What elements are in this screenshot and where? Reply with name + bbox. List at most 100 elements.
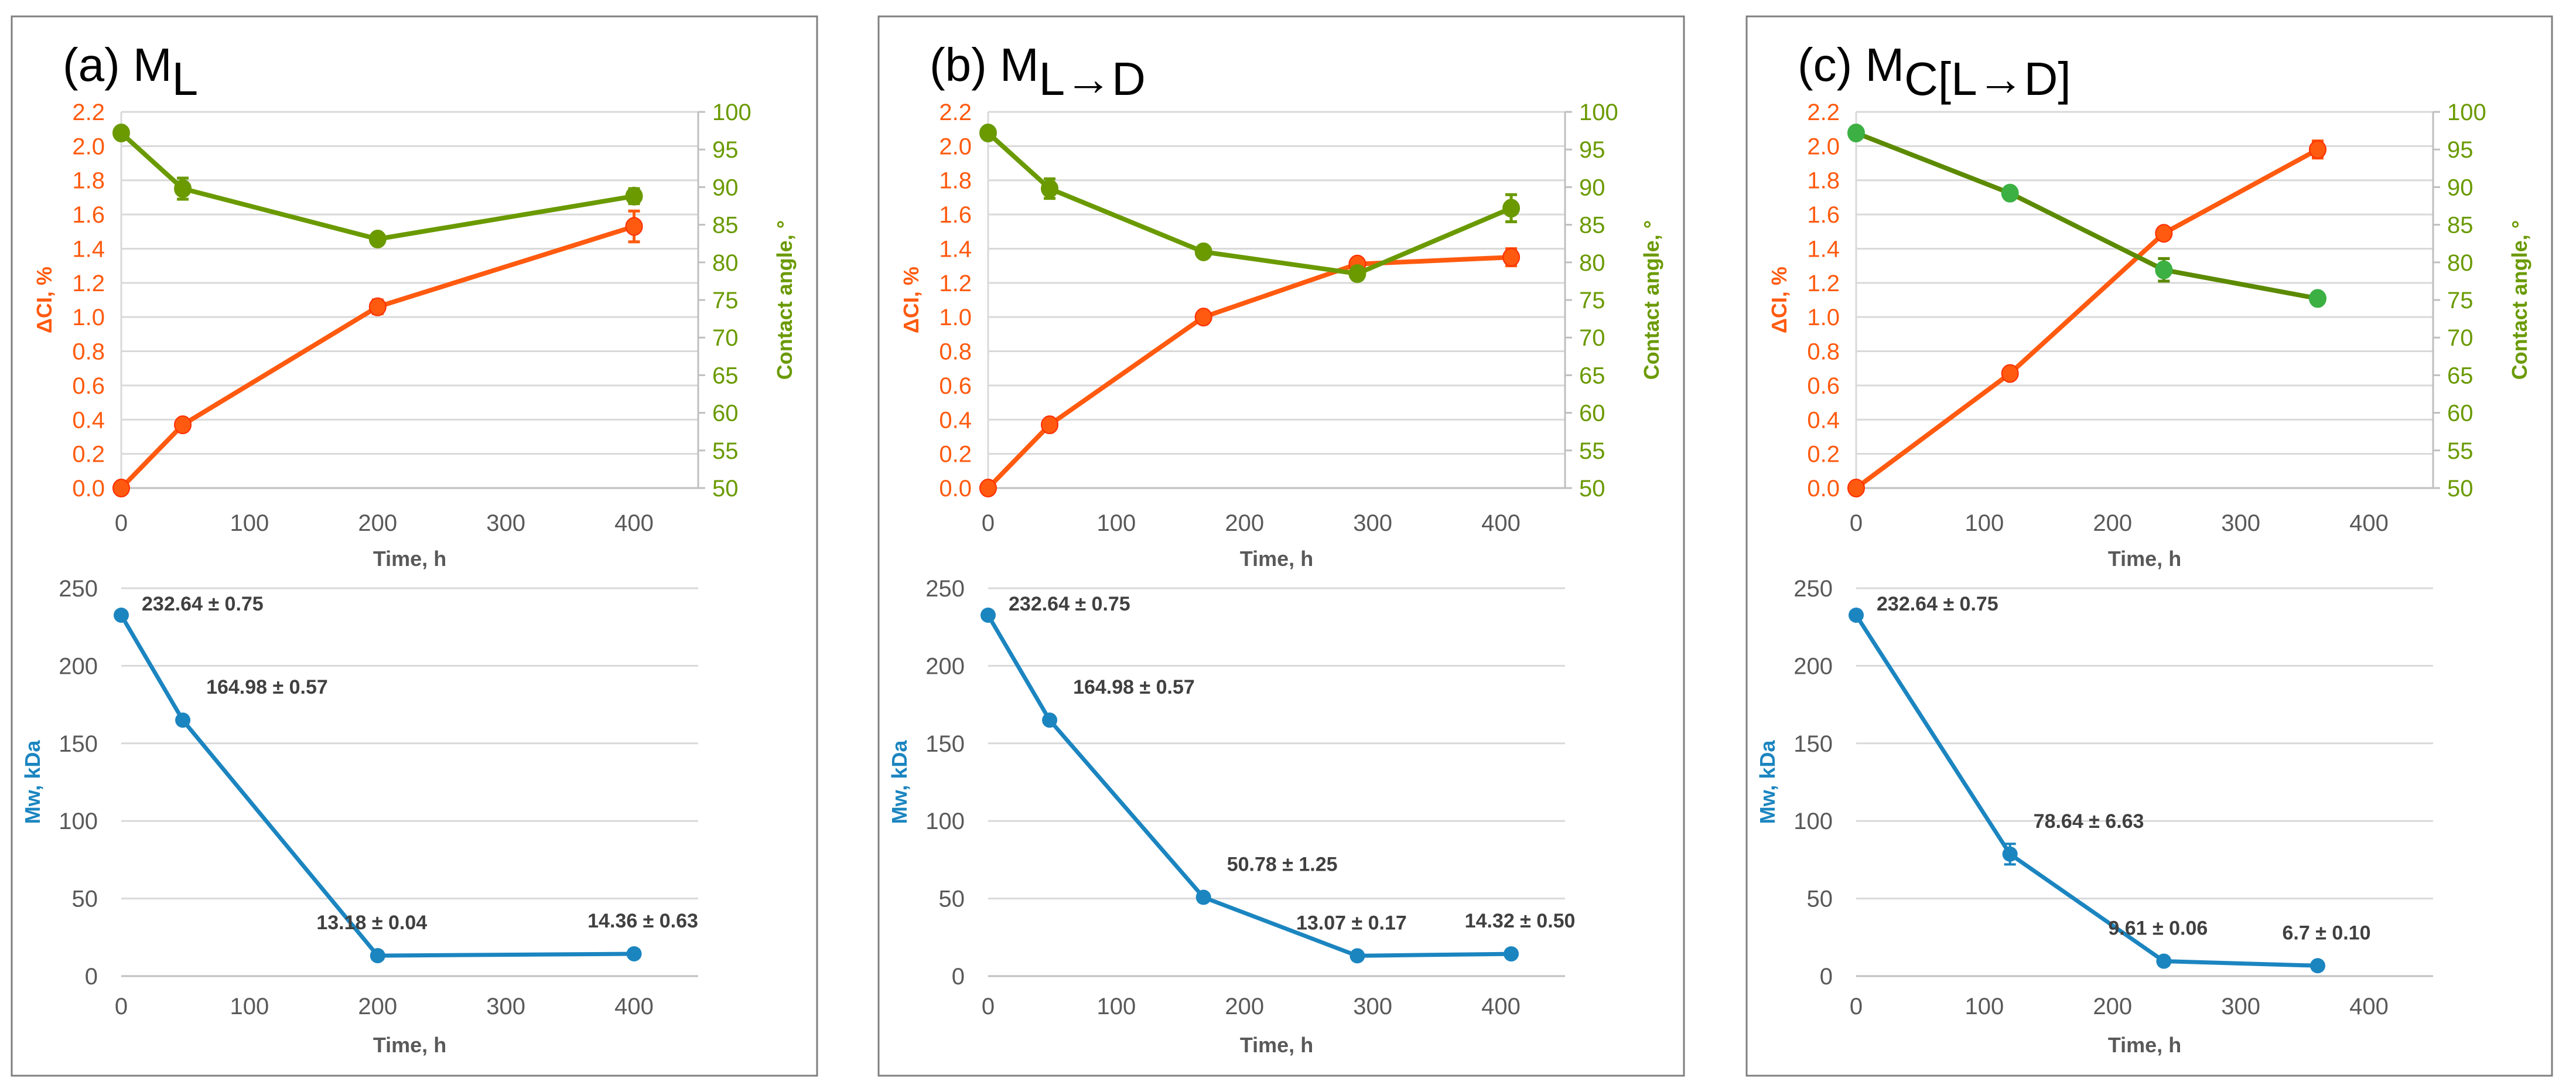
panel-title-main: (a) M	[63, 39, 172, 91]
x-tick-label: 200	[358, 994, 397, 1019]
data-point	[979, 479, 997, 497]
data-point	[979, 123, 997, 142]
panel-title-main: (b) M	[930, 39, 1039, 91]
data-point	[1041, 179, 1059, 198]
x-axis-title: Time, h	[2108, 1033, 2181, 1057]
x-tick-label: 100	[1965, 510, 2004, 536]
y-left-tick-label: 1.6	[1807, 202, 1840, 228]
y-right-tick-label: 95	[1579, 137, 1605, 163]
y-left-tick-label: 1.6	[939, 202, 972, 228]
y-tick-label: 0	[85, 964, 98, 990]
y-left-tick-label: 1.0	[939, 305, 972, 330]
series-line-mw	[1854, 614, 2318, 968]
x-tick-label: 100	[230, 994, 269, 1019]
y-left-tick-label: 1.4	[939, 236, 972, 262]
y-tick-label: 250	[925, 576, 965, 602]
chart-panel-c: (c) MC[L→D] 0.0 0.2 0.4 0.6 0.8 1.0 1.2 1.4 1.6 1.…	[1745, 15, 2553, 1077]
y-right-tick-label: 100	[2447, 100, 2486, 125]
y-left-tick-label: 1.2	[1807, 271, 1840, 296]
data-label: 50.78 ± 1.25	[1227, 854, 1338, 876]
data-point	[1502, 248, 1521, 267]
y-right-tick-label: 80	[1579, 250, 1605, 276]
y-right-tick-label: 85	[1579, 213, 1605, 238]
series-line-mw	[119, 614, 634, 958]
y-tick-label: 50	[1807, 886, 1833, 912]
y-left-tick-label: 2.2	[1807, 100, 1840, 125]
data-point	[368, 229, 387, 248]
chart-panel-a: (a) ML 0.0 0.2 0.4 0.6 0.8 1.0 1.2 1.4 1.6 1.8 2.0 2…	[11, 15, 818, 1077]
y-tick-label: 150	[1793, 731, 1833, 757]
panel-title-subscript: L→D	[1039, 53, 1146, 105]
data-point	[1194, 242, 1212, 261]
y-tick-label: 200	[59, 653, 98, 679]
data-label: 232.64 ± 0.75	[1877, 593, 1998, 615]
data-point	[625, 186, 643, 206]
panel-title-subscript: C[L→D]	[1904, 53, 2071, 105]
y-left-tick-label: 0.6	[72, 373, 105, 399]
data-point	[2309, 140, 2326, 159]
y-right-tick-label: 70	[712, 325, 739, 351]
y-right-tick-label: 75	[712, 288, 739, 313]
y-right-tick-label: 65	[1579, 363, 1605, 388]
x-tick-label: 400	[1481, 994, 1521, 1019]
y-left-axis-title: ΔCI, %	[32, 267, 56, 333]
y-left-tick-label: 1.4	[1807, 236, 1840, 262]
panel-title: (b) ML→D	[930, 39, 1146, 105]
x-tick-label: 0	[115, 510, 128, 536]
y-tick-label: 50	[72, 886, 98, 912]
x-tick-label: 200	[2093, 510, 2132, 536]
x-tick-label: 200	[1225, 994, 1264, 1019]
y-tick-label: 250	[1793, 576, 1833, 602]
y-left-tick-label: 1.0	[72, 305, 105, 330]
data-point	[2155, 260, 2173, 279]
data-point	[2002, 846, 2018, 862]
data-point	[175, 712, 191, 728]
y-axis-title: Mw, kDa	[887, 740, 911, 824]
y-right-tick-label: 55	[2447, 438, 2473, 464]
x-tick-label: 0	[982, 510, 995, 536]
y-right-tick-label: 75	[1579, 288, 1605, 313]
x-tick-label: 400	[1481, 510, 1521, 536]
data-point	[1350, 948, 1365, 964]
y-right-tick-label: 70	[1579, 325, 1605, 351]
y-right-tick-label: 95	[712, 137, 739, 163]
data-label: 14.36 ± 0.63	[587, 910, 698, 932]
y-right-tick-label: 90	[2447, 175, 2473, 200]
data-point	[625, 217, 643, 236]
y-tick-label: 0	[952, 964, 965, 990]
data-point	[2310, 958, 2325, 974]
data-point	[1502, 199, 1521, 218]
data-point	[368, 297, 387, 316]
y-right-tick-label: 85	[712, 213, 739, 238]
y-right-tick-label: 80	[712, 250, 739, 276]
y-right-tick-label: 95	[2447, 137, 2473, 163]
data-point	[2001, 183, 2019, 203]
panel-title: (c) MC[L→D]	[1798, 39, 2071, 105]
x-axis-title: Time, h	[2108, 547, 2181, 571]
series-line-contact-angle	[1855, 131, 2318, 301]
x-tick-label: 400	[614, 994, 654, 1019]
y-left-tick-label: 0.0	[939, 476, 972, 502]
data-point	[2155, 224, 2173, 243]
y-left-tick-label: 2.0	[939, 134, 972, 159]
y-left-tick-label: 0.6	[1807, 373, 1840, 399]
data-label: 6.7 ± 0.10	[2283, 922, 2371, 944]
y-left-tick-label: 2.2	[939, 100, 972, 125]
y-right-tick-label: 65	[2447, 363, 2473, 388]
data-label: 13.18 ± 0.04	[316, 912, 427, 934]
y-right-tick-label: 55	[712, 438, 739, 464]
data-point	[1348, 264, 1366, 284]
y-left-tick-label: 0.4	[1807, 407, 1840, 433]
y-axis-title: Mw, kDa	[21, 740, 45, 824]
y-right-tick-label: 75	[2447, 288, 2473, 313]
y-left-tick-label: 1.2	[939, 271, 972, 296]
data-label: 164.98 ± 0.57	[1073, 676, 1195, 698]
x-tick-label: 300	[1353, 510, 1392, 536]
y-right-axis-title: Contact angle, °	[2507, 220, 2531, 380]
data-point	[112, 123, 130, 142]
data-point	[112, 479, 130, 497]
data-point	[174, 179, 192, 198]
x-tick-label: 300	[2221, 510, 2260, 536]
y-right-tick-label: 100	[712, 100, 751, 125]
y-right-tick-label: 50	[2447, 476, 2473, 502]
